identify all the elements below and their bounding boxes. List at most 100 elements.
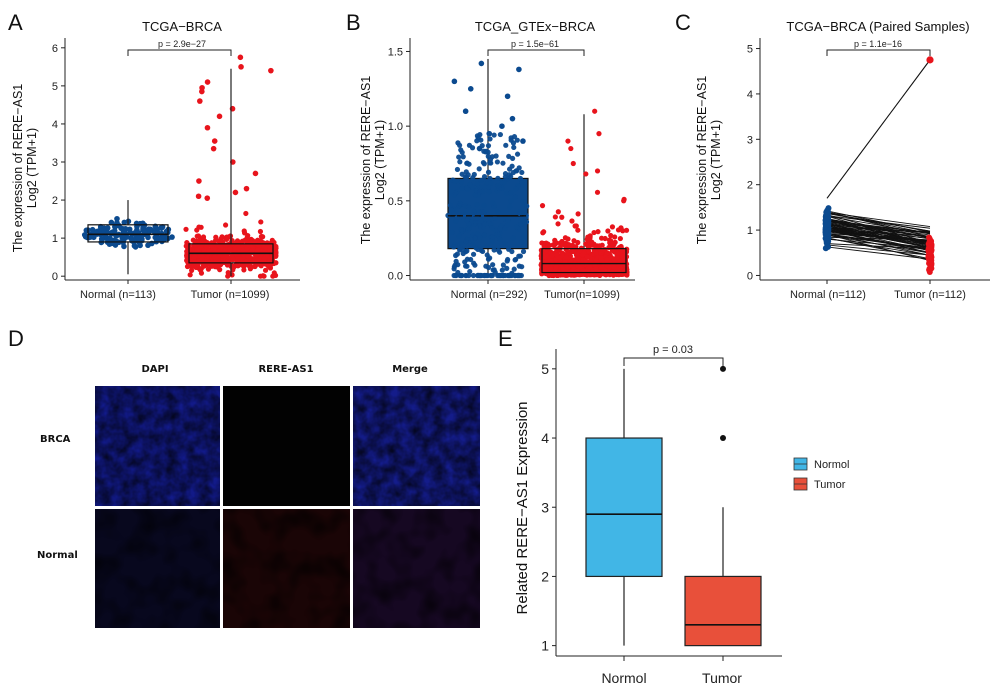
panel-b-normal-point bbox=[506, 153, 512, 160]
panel-a-tumor-outlier bbox=[210, 145, 217, 152]
panel-b-normal-point bbox=[516, 263, 522, 269]
panel-b-normal-point bbox=[453, 218, 459, 224]
rereas1-normal-texture bbox=[223, 509, 350, 628]
panel-c-plot: 0 1 2 3 4 5 bbox=[747, 38, 990, 284]
panel-b-tumor-point bbox=[574, 251, 580, 257]
panel-b-normal-point bbox=[515, 272, 522, 279]
panel-c-pair-line bbox=[826, 229, 931, 237]
panel-e-tumor-box bbox=[684, 575, 762, 647]
panel-b-normal-point bbox=[459, 171, 465, 177]
panel-b-normal-point bbox=[485, 153, 491, 159]
panel-b-normal-point bbox=[519, 169, 525, 176]
panel-b-chart: TCGA_GTEx−BRCA The expression of RERE−AS… bbox=[359, 19, 635, 301]
panel-c-pair-line bbox=[826, 225, 931, 243]
panel-b-normal-point bbox=[464, 217, 470, 224]
panel-a-normal-point bbox=[158, 224, 165, 231]
panel-b-normal-point bbox=[445, 212, 451, 219]
panel-b-normal-point bbox=[472, 262, 478, 268]
panel-b-normal-point bbox=[448, 207, 454, 213]
panel-a-ytick-label: 1 bbox=[52, 233, 58, 245]
panel-b-normal-point bbox=[507, 204, 513, 210]
panel-b-normal-point bbox=[481, 272, 487, 279]
panel-b-normal-point bbox=[466, 142, 473, 148]
panel-a-tumor-outlier bbox=[199, 88, 205, 95]
panel-a-normal-point bbox=[129, 237, 135, 244]
panel-d-col-merge: Merge bbox=[392, 364, 428, 375]
panel-b-tumor-point bbox=[621, 257, 627, 263]
panel-a-tumor-point bbox=[184, 263, 191, 270]
panel-a-xtick-tumor: Tumor (n=1099) bbox=[191, 289, 270, 301]
panel-a-tumor-point bbox=[272, 272, 279, 279]
panel-b-ytick-label: 0.5 bbox=[388, 196, 403, 208]
panel-b-tumor-point bbox=[550, 272, 557, 279]
panel-a-tumor-point bbox=[198, 243, 204, 249]
panel-b-tumor-point bbox=[620, 248, 626, 254]
panel-b-normal-point bbox=[478, 224, 484, 230]
panel-b-normal-point bbox=[502, 240, 508, 246]
panel-b-tumor-point bbox=[555, 221, 561, 227]
panel-b-normal-point bbox=[489, 225, 495, 231]
panel-a-tumor-point bbox=[201, 263, 207, 269]
panel-a-tumor-point bbox=[193, 264, 199, 271]
panel-b-normal-point bbox=[511, 266, 517, 272]
panel-b-plot: 0.0 0.5 1.0 1.5 bbox=[388, 38, 635, 284]
panel-b-tumor-point bbox=[584, 236, 590, 242]
panel-b-normal-point bbox=[472, 192, 478, 198]
panel-b-normal-point bbox=[512, 194, 518, 200]
panel-c-tumor-point-max bbox=[926, 56, 934, 64]
panel-b-normal-point bbox=[488, 272, 494, 279]
panel-label-d: D bbox=[8, 326, 24, 351]
panel-a-tumor-point bbox=[221, 248, 228, 254]
panel-c-tumor-point bbox=[925, 254, 932, 261]
panel-b-normal-outlier-point bbox=[504, 93, 511, 100]
panel-e-chart: Related RERE−AS1 Expression 1 2 3 4 5 p = 0.… bbox=[514, 344, 849, 686]
panel-b-tumor-point bbox=[556, 255, 562, 261]
panel-b-tumor-point bbox=[577, 264, 583, 270]
panel-c-ylabel: The expression of RERE−AS1 bbox=[695, 76, 709, 245]
panel-a-tumor-point bbox=[190, 237, 196, 243]
panel-b-tumor-point bbox=[554, 272, 561, 278]
panel-b-normal-point bbox=[477, 188, 483, 195]
panel-b-normal-point bbox=[487, 160, 493, 166]
panel-b-normal-point bbox=[481, 202, 487, 209]
panel-b-normal-point bbox=[513, 256, 519, 263]
panel-b-normal-point bbox=[504, 190, 510, 196]
panel-a-normal-point bbox=[135, 234, 142, 241]
panel-b-pvalue: p = 1.5e−61 bbox=[511, 39, 559, 49]
panel-b-xtick-tumor: Tumor(n=1099) bbox=[544, 289, 620, 301]
panel-b-normal-outlier-point bbox=[462, 108, 469, 115]
panel-b-ylabel: The expression of RERE−AS1 bbox=[359, 76, 373, 245]
panel-b-normal-point bbox=[485, 143, 492, 149]
panel-a-normal-point bbox=[121, 243, 127, 250]
panel-b-normal-point bbox=[457, 245, 463, 251]
panel-b-tumor-point bbox=[575, 227, 581, 233]
panel-b-normal-point bbox=[510, 155, 516, 162]
panel-b-normal-point bbox=[490, 262, 496, 268]
panel-a-normal-point bbox=[111, 227, 118, 234]
panel-b-tumor-point bbox=[568, 258, 574, 265]
panel-b-normal-point bbox=[504, 265, 510, 271]
panel-b-tumor-point bbox=[572, 223, 578, 229]
panel-a-tumor-outlier bbox=[204, 79, 211, 85]
panel-e-normol-box bbox=[585, 437, 663, 578]
panel-d-col-dapi: DAPI bbox=[141, 364, 168, 375]
panel-b-tumor-point bbox=[559, 214, 565, 220]
panel-b-normal-point bbox=[477, 272, 483, 279]
panel-d-col-rereas1: RERE-AS1 bbox=[258, 364, 313, 375]
panel-label-a: A bbox=[8, 10, 23, 35]
panel-b-normal-outlier-point bbox=[476, 145, 483, 152]
panel-a-tumor-point bbox=[225, 270, 231, 276]
panel-b-tumor-point bbox=[553, 264, 559, 270]
panel-b-normal-point bbox=[487, 175, 493, 182]
panel-b-normal-point bbox=[496, 236, 503, 242]
panel-a-tumor-point bbox=[248, 264, 255, 270]
panel-b-normal-point bbox=[517, 175, 524, 182]
panel-d-row-normal: Normal bbox=[37, 550, 78, 561]
merge-brca-texture bbox=[353, 386, 480, 506]
panel-a-normal-point bbox=[120, 228, 127, 235]
panel-c-ytick-label: 0 bbox=[747, 270, 753, 282]
panel-b-normal-point bbox=[457, 159, 463, 165]
panel-b-tumor-point bbox=[591, 229, 597, 236]
panel-b-normal-point bbox=[481, 232, 487, 238]
panel-a-plot: 0 1 2 3 4 5 6 bbox=[52, 38, 300, 284]
